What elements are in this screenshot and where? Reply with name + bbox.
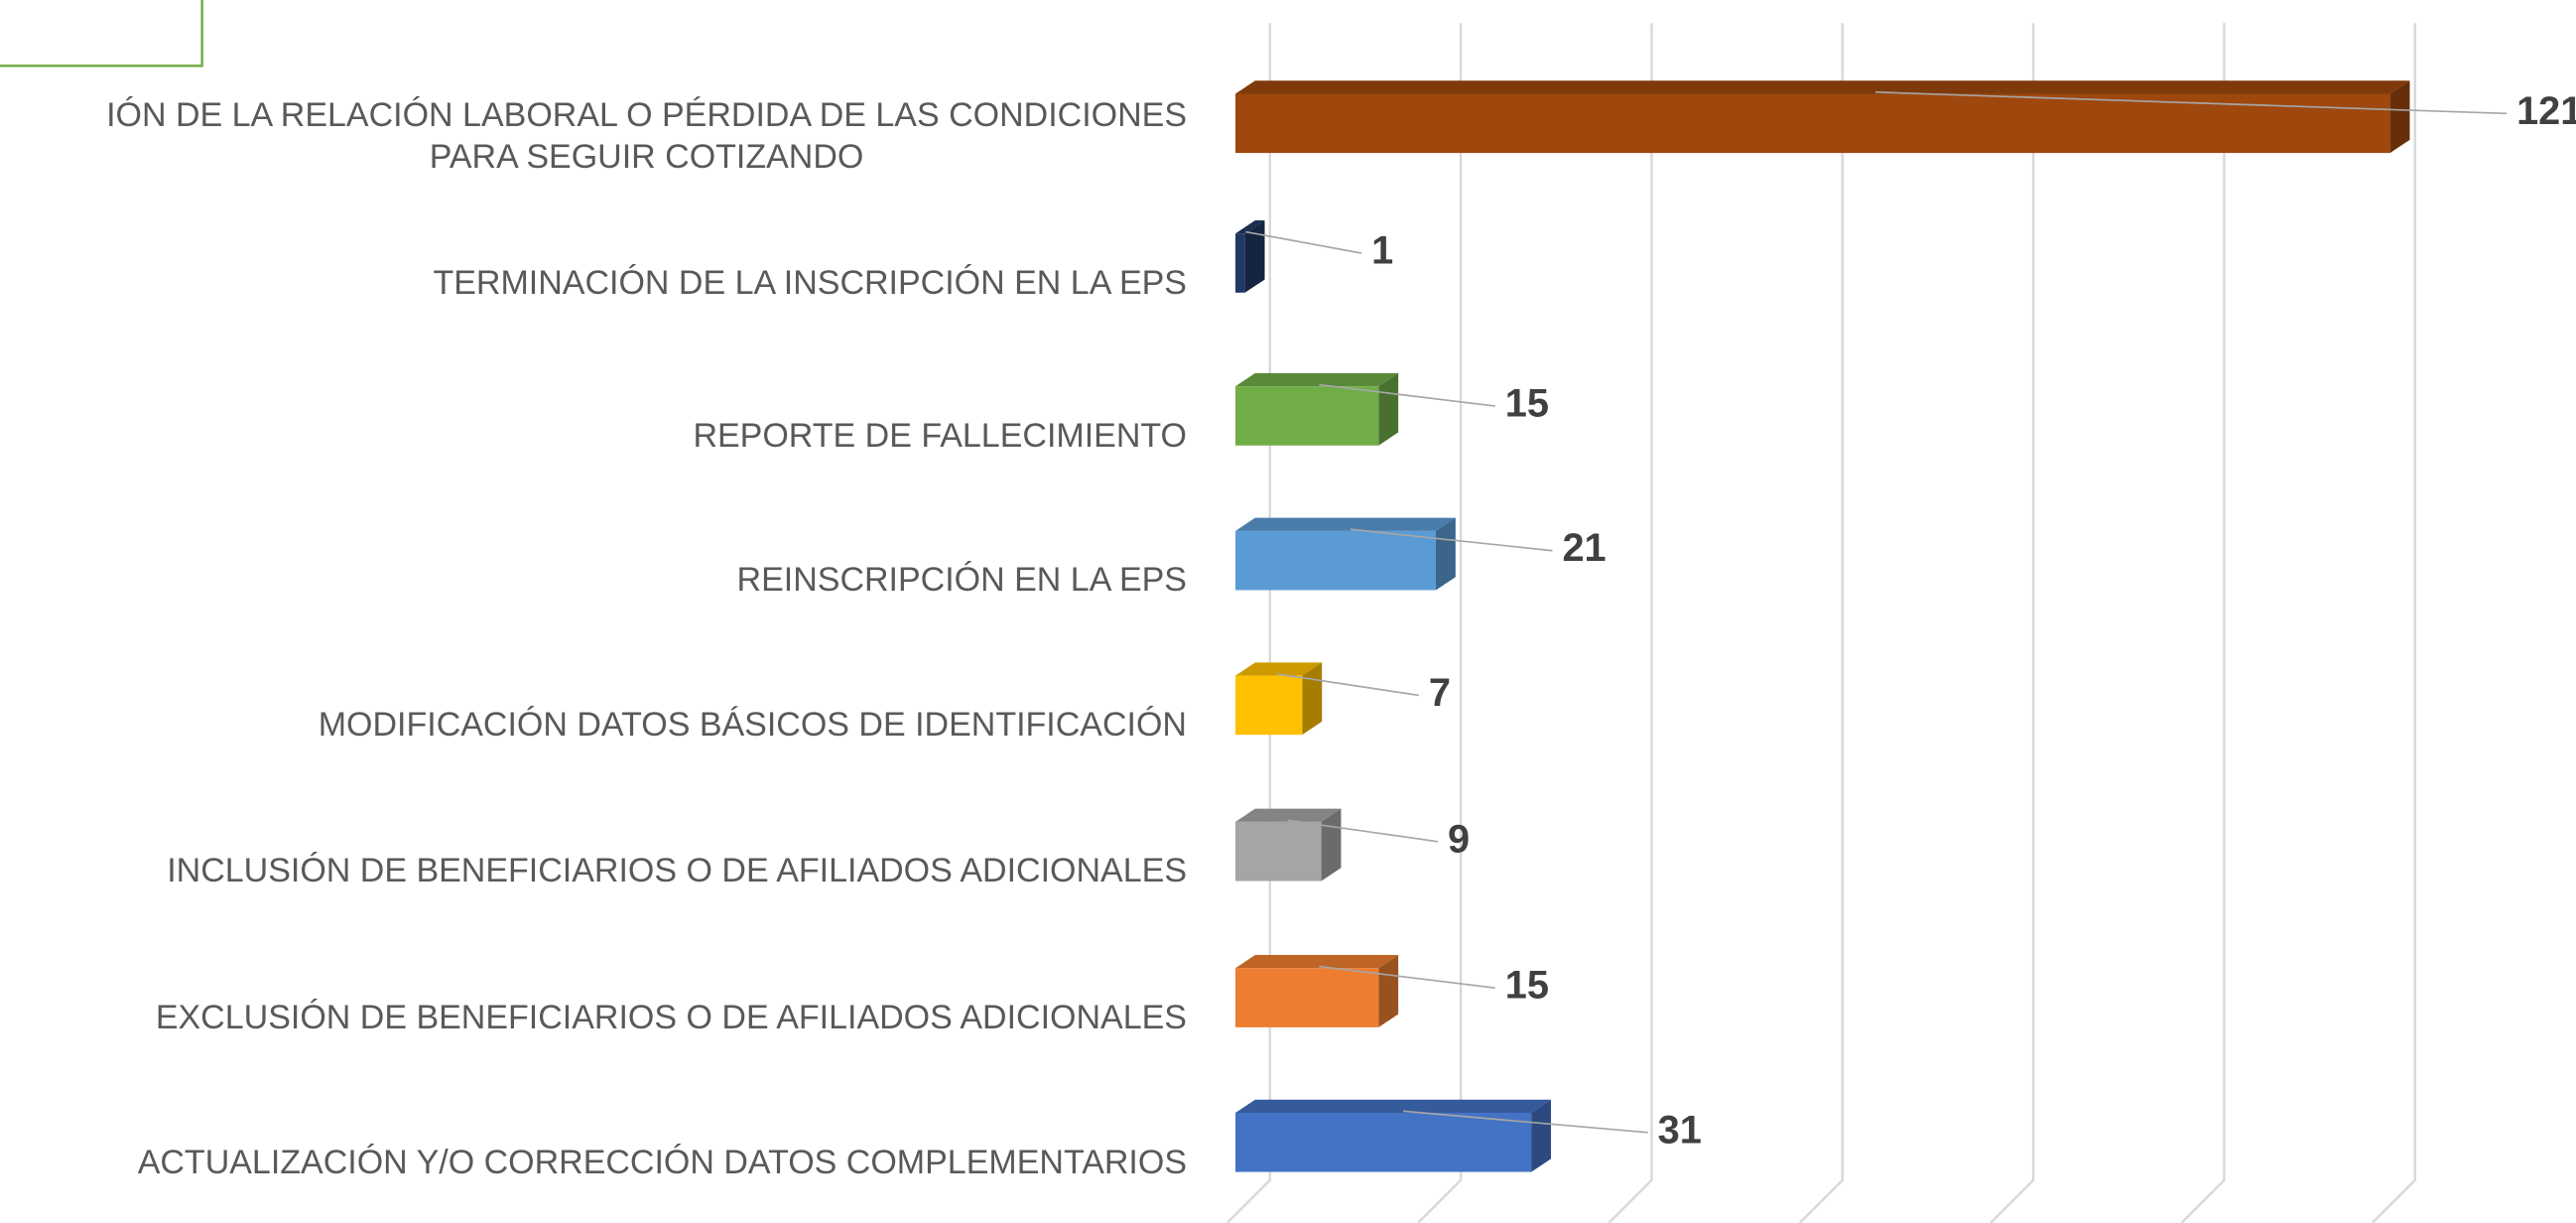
grid-line xyxy=(1225,23,1272,1223)
bar-top xyxy=(1235,219,1265,234)
value-label: 15 xyxy=(1505,382,1549,426)
category-label: EXCLUSIÓN DE BENEFICIARIOS O DE AFILIADO… xyxy=(155,998,1187,1036)
leader-line xyxy=(1350,528,1553,552)
grid-line xyxy=(1798,23,1845,1223)
grid-line xyxy=(2371,23,2416,1223)
bar xyxy=(1235,968,1379,1027)
value-label: 21 xyxy=(1562,526,1606,570)
category-label: TERMINACIÓN DE LA INSCRIPCIÓN EN LA EPS xyxy=(433,263,1187,302)
leader-line xyxy=(1287,819,1439,843)
leader-line xyxy=(1319,383,1495,407)
bar xyxy=(1235,233,1245,293)
leader-line xyxy=(1319,965,1495,989)
grid-line xyxy=(1417,23,1463,1223)
bar xyxy=(1235,93,2390,154)
value-label: 9 xyxy=(1448,817,1470,861)
category-label: REINSCRIPCIÓN EN LA EPS xyxy=(736,561,1187,600)
bar-side xyxy=(1244,219,1265,293)
grid-line xyxy=(1608,23,1653,1223)
bar-top xyxy=(1235,372,1399,387)
value-label: 1 xyxy=(1371,229,1393,273)
grid-line xyxy=(2180,23,2226,1223)
bar-side xyxy=(2389,80,2410,154)
category-label: MODIFICACIÓN DATOS BÁSICOS DE IDENTIFICA… xyxy=(318,706,1187,745)
bar-top xyxy=(1235,517,1456,531)
leader-line xyxy=(1276,673,1420,697)
bar-top xyxy=(1235,808,1342,822)
leader-line xyxy=(1874,90,2508,115)
legend-box xyxy=(0,0,203,68)
bar xyxy=(1235,1112,1532,1172)
category-label: REPORTE DE FALLECIMIENTO xyxy=(693,416,1187,455)
bar-side xyxy=(1378,955,1399,1027)
bar-top xyxy=(1235,80,2410,94)
grid-line xyxy=(1990,23,2035,1223)
value-label: 31 xyxy=(1658,1108,1702,1152)
value-label: 121 xyxy=(2516,89,2576,133)
bar-side xyxy=(1435,517,1456,591)
value-label: 15 xyxy=(1505,964,1549,1008)
bar-top xyxy=(1235,662,1323,676)
bar xyxy=(1235,675,1303,736)
category-label: ACTUALIZACIÓN Y/O CORRECCIÓN DATOS COMPL… xyxy=(137,1143,1187,1181)
bar-top xyxy=(1235,1099,1551,1113)
category-label: IÓN DE LA RELACIÓN LABORAL O PÉRDIDA DE … xyxy=(106,96,1187,177)
category-label: INCLUSIÓN DE BENEFICIARIOS O DE AFILIADO… xyxy=(167,852,1187,890)
bar xyxy=(1235,821,1322,882)
value-label: 7 xyxy=(1429,671,1451,715)
bar-side xyxy=(1531,1099,1551,1172)
bar xyxy=(1235,386,1379,446)
leader-line xyxy=(1245,230,1362,254)
bar-side xyxy=(1378,372,1399,446)
bar xyxy=(1235,530,1436,591)
bar-top xyxy=(1235,955,1399,969)
leader-line xyxy=(1402,1110,1648,1134)
